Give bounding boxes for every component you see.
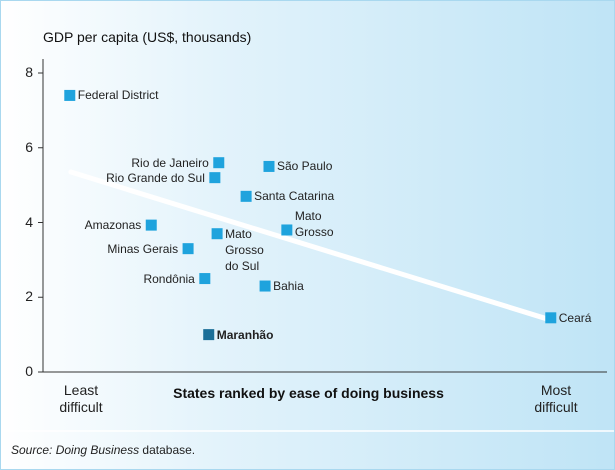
point: [203, 329, 215, 341]
point: [259, 280, 271, 292]
y-tick-label: 2: [25, 288, 33, 305]
point-label: Bahia: [273, 279, 304, 294]
point: [145, 219, 157, 231]
point: [64, 89, 76, 101]
source: Source: Doing Business database.: [11, 443, 195, 457]
y-axis-title: GDP per capita (US$, thousands): [43, 29, 252, 45]
point: [199, 273, 211, 285]
point-label: Rondônia: [143, 271, 195, 286]
point-label: Federal District: [77, 88, 159, 103]
point: [209, 172, 221, 184]
point-label: São Paulo: [276, 159, 333, 174]
point-label: Santa Catarina: [254, 189, 335, 204]
y-tick-label: 4: [25, 213, 33, 230]
trend-line: [68, 169, 554, 323]
point: [211, 228, 223, 240]
point-label: Ceará: [558, 310, 592, 325]
x-axis-title: States ranked by ease of doing business: [173, 385, 444, 401]
y-tick-label: 0: [25, 363, 33, 379]
point: [182, 243, 194, 255]
point: [240, 190, 252, 202]
y-tick-label: 6: [25, 138, 33, 155]
source-text: database.: [142, 443, 196, 457]
x-end-label: Most difficult: [534, 382, 578, 415]
y-tick-label: 8: [25, 64, 33, 80]
point: [545, 312, 557, 324]
point-label: Rio de Janeiro: [131, 155, 209, 170]
source-italic: Source: Doing Business: [11, 443, 140, 457]
point: [263, 160, 275, 172]
point-label: Rio Grande do Sul: [106, 170, 205, 185]
point: [281, 224, 293, 236]
point-label: Mato Grosso: [294, 208, 334, 239]
point: [213, 157, 225, 169]
point-label: Maranhão: [216, 327, 274, 342]
x-end-label: Least difficult: [59, 382, 103, 415]
point-label: Mato Grosso do Sul: [225, 226, 264, 273]
point-label: Minas Gerais: [107, 241, 179, 256]
point-label: Amazonas: [84, 218, 142, 233]
